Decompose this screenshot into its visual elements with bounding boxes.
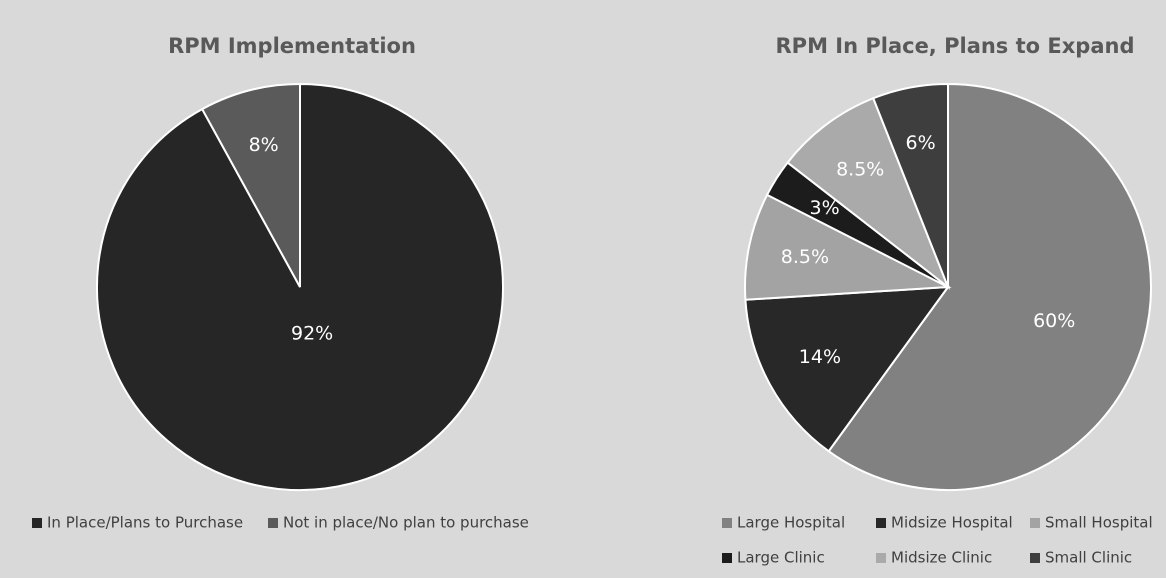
data-label: 8.5% [781, 246, 829, 268]
legend-label: Small Clinic [1045, 549, 1132, 567]
data-label: 14% [799, 346, 841, 368]
legend-swatch [876, 518, 886, 528]
legend-label: Midsize Clinic [891, 549, 992, 567]
legend-swatch [722, 518, 732, 528]
legend-label: Midsize Hospital [891, 514, 1013, 532]
pie-slice [200, 82, 301, 288]
pie-slice [871, 82, 949, 288]
legend-swatch [1030, 518, 1040, 528]
legend-label: In Place/Plans to Purchase [47, 514, 243, 532]
data-label: 3% [810, 197, 840, 219]
legend-label: Not in place/No plan to purchase [283, 514, 529, 532]
legend-label: Large Hospital [737, 514, 845, 532]
chart-title: RPM In Place, Plans to Expand [776, 34, 1135, 58]
legend-swatch [32, 518, 42, 528]
legend-label: Small Hospital [1045, 514, 1153, 532]
pie-slice [786, 96, 951, 291]
chart-title: RPM Implementation [168, 34, 416, 58]
legend-swatch [722, 553, 732, 563]
data-label: 92% [291, 323, 333, 345]
pie-slice [744, 193, 952, 301]
legend-swatch [268, 518, 278, 528]
pie-slice [827, 82, 1152, 491]
data-label: 60% [1033, 310, 1075, 332]
legend-swatch [1030, 553, 1040, 563]
data-label: 6% [906, 132, 936, 154]
pie-slice [744, 285, 951, 453]
legend-swatch [876, 553, 886, 563]
legend-label: Large Clinic [737, 549, 825, 567]
data-label: 8.5% [836, 159, 884, 181]
data-label: 8% [249, 134, 279, 156]
